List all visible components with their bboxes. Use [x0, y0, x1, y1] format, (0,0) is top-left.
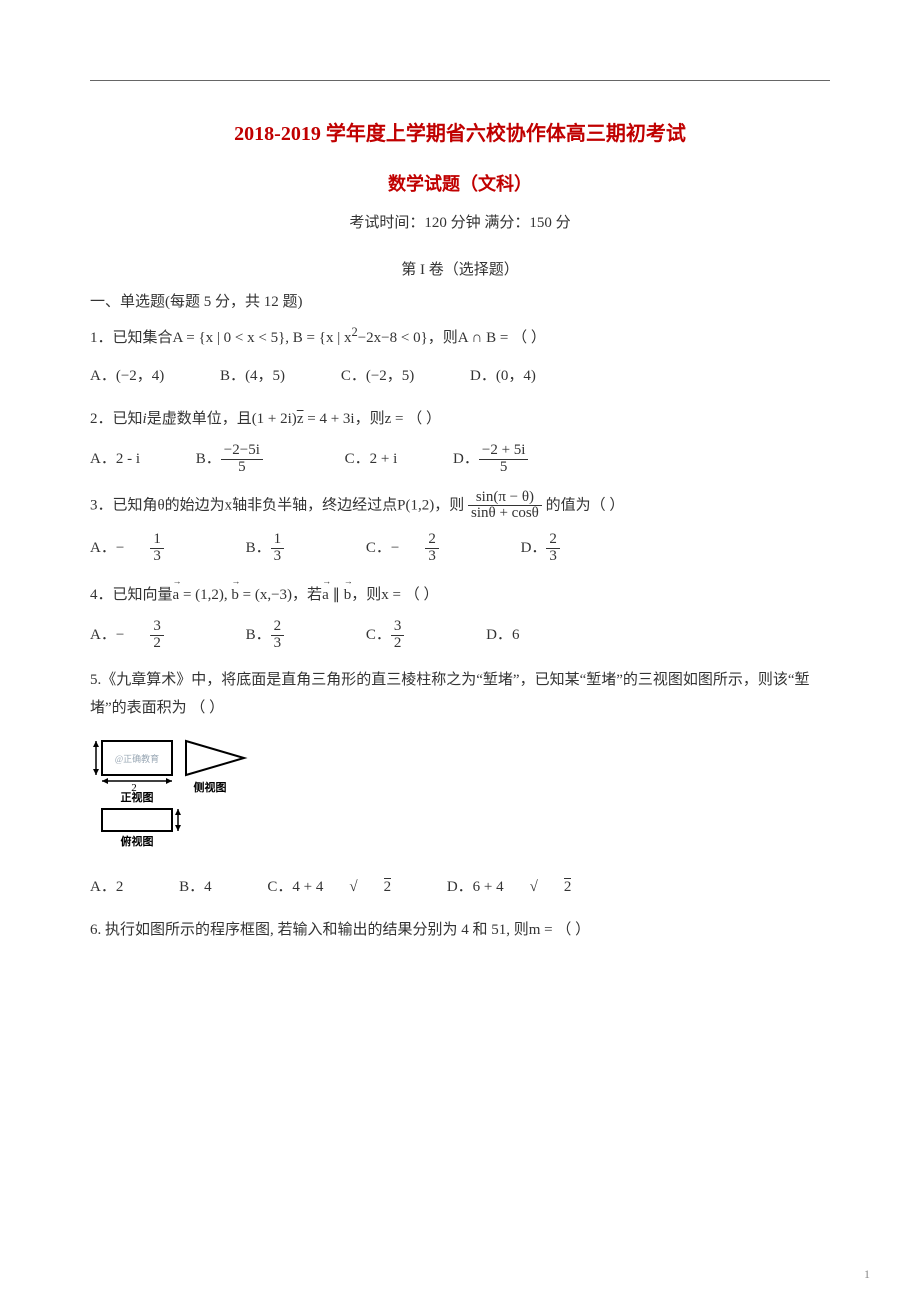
q3-opt-d: D．23 [521, 540, 612, 556]
q5-options: A．2 B．4 C．4 + 4√2 D．6 + 4√2 [90, 873, 830, 902]
q2-options: A．2 - i B．−2−5i5 C．2 + i D．−2 + 5i5 [90, 443, 830, 476]
q1-opt-d: D．(0，4) [470, 368, 562, 384]
front-view-label: 正视图 [121, 790, 154, 804]
q1-setA: A = {x | 0 < x < 5}, B = {x | x [173, 330, 352, 346]
q1-opt-a: A．(−2，4) [90, 368, 190, 384]
title-line-2: 数学试题（文科） [90, 167, 830, 201]
q2-opt-b: B．−2−5i5 [196, 451, 315, 467]
top-rule [90, 80, 830, 81]
q2-eq: = 4 + 3i，则z = （ ） [303, 411, 440, 427]
question-1: 1．已知集合A = {x | 0 < x < 5}, B = {x | x2−2… [90, 321, 830, 353]
three-view-diagram: 2 正视图 @正确教育 侧视图 俯视图 [90, 733, 830, 864]
q4-parallel: ∥ [329, 587, 344, 603]
q5-opt-d: D．6 + 4√2 [447, 879, 598, 895]
arrowhead-icon [175, 809, 181, 815]
q3-options: A．−13 B．13 C．−23 D．23 [90, 532, 830, 565]
q2-prefix: 2．已知 [90, 411, 143, 427]
q4-prefix: 4．已知向量 [90, 587, 173, 603]
q3-tail: 的值为（ ） [546, 497, 625, 513]
q3-opt-a: A．−13 [90, 540, 216, 556]
q2-opt-c: C．2 + i [345, 451, 424, 467]
q3-fraction: sin(π − θ) sinθ + cosθ [468, 490, 542, 523]
question-5: 5.《九章算术》中，将底面是直角三角形的直三棱柱称之为“堑堵”，已知某“堑堵”的… [90, 666, 830, 723]
q4-vec-b: b [231, 579, 239, 610]
arrowhead-icon [175, 825, 181, 831]
question-2: 2．已知i是虚数单位，且(1 + 2i)z = 4 + 3i，则z = （ ） [90, 405, 830, 434]
question-6: 6. 执行如图所示的程序框图, 若输入和输出的结果分别为 4 和 51, 则m … [90, 916, 830, 945]
q5-opt-a: A．2 [90, 879, 149, 895]
q1-tail: −2x−8 < 0} [358, 330, 428, 346]
q1-then: ，则A ∩ B = （ ） [428, 330, 546, 346]
three-view-svg: 2 正视图 @正确教育 侧视图 俯视图 [90, 733, 270, 853]
q2-mid: 是虚数单位，且(1 + 2i) [147, 411, 297, 427]
title-line-1: 2018-2019 学年度上学期省六校协作体高三期初考试 [90, 115, 830, 153]
arrowhead-icon [93, 769, 99, 775]
q2-opt-a: A．2 - i [90, 451, 166, 467]
question-4: 4．已知向量a = (1,2), b = (x,−3)，若a ∥ b，则x = … [90, 579, 830, 610]
side-view-label: 侧视图 [194, 780, 227, 794]
side-view-triangle [186, 741, 244, 775]
q1-opt-c: C．(−2，5) [341, 368, 440, 384]
q4-aval: = (1,2), [179, 587, 231, 603]
q1-options: A．(−2，4) B．(4，5) C．(−2，5) D．(0，4) [90, 362, 830, 391]
top-view-label: 俯视图 [121, 834, 154, 848]
top-view-rect [102, 809, 172, 831]
q4-options: A．−32 B．23 C．32 D．6 [90, 619, 830, 652]
q2-opt-d: D．−2 + 5i5 [453, 451, 580, 467]
q3-prefix: 3．已知角θ的始边为x轴非负半轴，终边经过点P(1,2)，则 [90, 497, 464, 513]
q4-bval: = (x,−3)，若 [239, 587, 322, 603]
q3-opt-c: C．−23 [366, 540, 491, 556]
q1-prefix: 1．已知集合 [90, 330, 173, 346]
exam-meta: 考试时间：120 分钟 满分：150 分 [90, 209, 830, 238]
q5-opt-b: B．4 [179, 879, 238, 895]
q4-opt-b: B．23 [246, 627, 337, 643]
sub-header: 一、单选题(每题 5 分，共 12 题) [90, 288, 830, 317]
q4-opt-a: A．−32 [90, 627, 216, 643]
q4-opt-d: D．6 [486, 627, 545, 643]
q4-vec-a: a [173, 579, 180, 610]
q4-vec-b2: b [344, 579, 352, 610]
q1-opt-b: B．(4，5) [220, 368, 311, 384]
watermark: @正确教育 [115, 753, 159, 764]
question-3: 3．已知角θ的始边为x轴非负半轴，终边经过点P(1,2)，则 sin(π − θ… [90, 490, 830, 523]
section-header: 第 I 卷（选择题） [90, 256, 830, 285]
page-number: 1 [864, 1263, 870, 1286]
q5-opt-c: C．4 + 4√2 [267, 879, 417, 895]
arrowhead-icon [166, 778, 172, 784]
arrowhead-icon [102, 778, 108, 784]
q4-opt-c: C．32 [366, 627, 457, 643]
q4-tail: ，则x = （ ） [351, 587, 438, 603]
arrowhead-icon [93, 741, 99, 747]
q4-vec-a2: a [322, 579, 329, 610]
q3-opt-b: B．13 [246, 540, 337, 556]
